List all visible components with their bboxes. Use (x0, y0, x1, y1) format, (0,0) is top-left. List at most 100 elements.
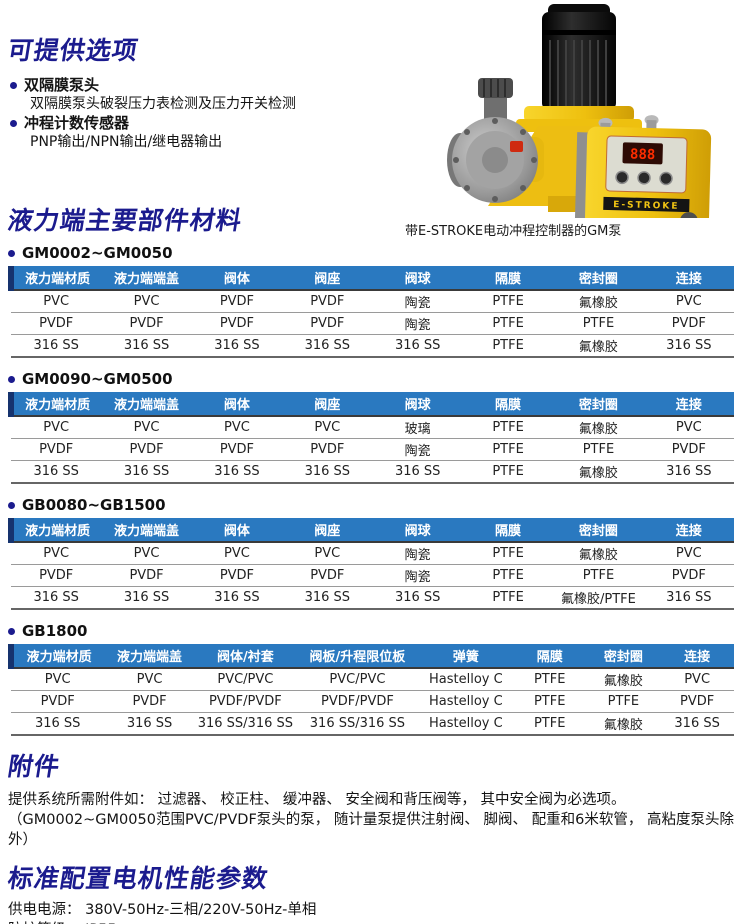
table-group-gb1800: GB1800 液力端材质 液力端端盖 阀体/衬套 阀板/升程限位板 弹簧 隔膜 密封圈 连接 P… (7, 622, 738, 736)
table-row: PVDF PVDF PVDF/PVDF PVDF/PVDF Hastelloy C PTF… (11, 690, 734, 713)
column-header: 隔膜 (512, 644, 587, 669)
table-group-gb0080: GB0080~GB1500 液力端材质 液力端端盖 阀体 阀座 阀球 隔膜 密封圈 连接 PVC… (7, 496, 738, 610)
bullet-icon (10, 120, 17, 127)
table-cell: PVC (643, 542, 734, 565)
table-cell: 陶瓷 (372, 542, 463, 565)
column-header: 液力端端盖 (101, 266, 192, 291)
table-cell: PVDF (191, 312, 283, 335)
table-cell: PVDF (191, 438, 283, 461)
table-label: GB1800 (8, 622, 738, 640)
table-cell: PVDF (101, 312, 192, 335)
motor-spec-line: 供电电源： 380V-50Hz-三相/220V-50Hz-单相 (8, 902, 317, 918)
pump-head (447, 117, 538, 203)
table-cell: PVDF (191, 290, 283, 313)
column-header: 阀球 (372, 266, 463, 291)
table-cell: 316 SS (11, 460, 102, 484)
red-knob (510, 141, 523, 152)
option-item: 冲程计数传感器 (10, 114, 750, 133)
column-header: 隔膜 (462, 392, 554, 417)
accessories-text: 提供系统所需附件如： 过滤器、 校正柱、 缓冲器、 安全阀和背压阀等， 其中安全… (8, 790, 750, 850)
bullet-icon (8, 375, 15, 383)
pump-product-image: 888 E-STROKE (447, 4, 712, 231)
table-cell: PTFE (586, 690, 661, 713)
header-row: 液力端材质 液力端端盖 阀体 阀座 阀球 隔膜 密封圈 连接 (7, 392, 734, 417)
table-cell: 316 SS/316 SS (194, 712, 296, 736)
table-row: 316 SS 316 SS 316 SS/316 SS 316 SS/316 SS Ha… (11, 712, 734, 736)
table-cell: PVC (282, 416, 373, 439)
table-row: 316 SS 316 SS 316 SS 316 SS 316 SS PTFE 氟橡胶 316… (11, 334, 734, 358)
table-cell: PVDF (643, 438, 734, 461)
table-cell: PVDF/PVDF (295, 690, 419, 713)
table-cell: PVC/PVC (194, 668, 296, 691)
column-header: 液力端材质 (7, 644, 105, 669)
figure-caption: 带E-STROKE电动冲程控制器的GM泵 (405, 224, 622, 239)
table-cell: PVDF (282, 312, 373, 335)
accessories-line: （GM0002~GM0050范围PVC/PVDF泵头的泵， 随计量泵提供注射阀、… (8, 812, 734, 848)
table-cell: PTFE (553, 312, 644, 335)
table-cell: 氟橡胶 (553, 334, 644, 358)
column-header: 阀体 (191, 266, 283, 291)
table-cell: 陶瓷 (372, 312, 463, 335)
motor-illustration (542, 4, 616, 110)
column-header: 密封圈 (586, 644, 661, 669)
table-cell: 316 SS (191, 334, 283, 358)
table-cell: 氟橡胶 (553, 290, 644, 313)
estroke-label: E-STROKE (613, 200, 679, 212)
column-header: 隔膜 (462, 266, 554, 291)
table-cell: 316 SS/316 SS (295, 712, 419, 736)
column-header: 连接 (643, 518, 734, 543)
table-row: PVC PVC PVC/PVC PVC/PVC Hastelloy C PTFE 氟橡胶 PV… (11, 668, 734, 691)
materials-table: 液力端材质 液力端端盖 阀体 阀座 阀球 隔膜 密封圈 连接 PVC PVC PVDF PVDF 陶瓷 P… (7, 266, 734, 358)
table-cell: PVC (11, 416, 102, 439)
table-cell: PTFE (462, 586, 554, 610)
table-cell: PVDF (11, 564, 102, 587)
table-cell: PVC (104, 668, 195, 691)
table-cell: PVC (191, 416, 283, 439)
table-cell: 316 SS (643, 334, 734, 358)
table-cell: PTFE (512, 690, 587, 713)
table-cell: 陶瓷 (372, 290, 463, 313)
table-cell: PVC (101, 290, 192, 313)
table-cell: 氟橡胶 (586, 712, 661, 736)
accessories-line: 提供系统所需附件如： 过滤器、 校正柱、 缓冲器、 安全阀和背压阀等， 其中安全… (8, 792, 626, 808)
table-label: GB0080~GB1500 (8, 496, 738, 514)
column-header: 液力端端盖 (101, 392, 192, 417)
column-header: 阀座 (282, 392, 373, 417)
table-cell: PVDF (11, 438, 102, 461)
column-header: 阀球 (372, 518, 463, 543)
table-cell: PVC (101, 542, 192, 565)
table-cell: PVDF (282, 438, 373, 461)
table-cell: 316 SS (11, 712, 105, 736)
table-cell: PVDF (282, 290, 373, 313)
bullet-icon (8, 249, 15, 257)
table-cell: PVC (282, 542, 373, 565)
table-cell: 316 SS (191, 586, 283, 610)
table-cell: PTFE (462, 564, 554, 587)
motor-section-title: 标准配置电机性能参数 (5, 864, 271, 893)
table-cell: 316 SS (104, 712, 195, 736)
column-header: 液力端端盖 (101, 518, 192, 543)
table-cell: PTFE (462, 460, 554, 484)
table-cell: PTFE (462, 438, 554, 461)
table-cell: Hastelloy C (418, 668, 513, 691)
table-group-gm0090: GM0090~GM0500 液力端材质 液力端端盖 阀体 阀座 阀球 隔膜 密封圈 连接 PVC… (7, 370, 738, 484)
table-cell: PVDF (101, 438, 192, 461)
pump-figure: 888 E-STROKE 带E-STROKE电动冲程控制器的GM泵 (398, 0, 748, 240)
option-sub: PNP输出/NPN输出/继电器输出 (30, 134, 223, 150)
table-cell: PVC (11, 668, 105, 691)
option-head: 冲程计数传感器 (24, 114, 130, 132)
motor-spec-line: 防护等级： IP55 (8, 921, 750, 924)
materials-table: 液力端材质 液力端端盖 阀体/衬套 阀板/升程限位板 弹簧 隔膜 密封圈 连接 PVC PVC PV… (7, 644, 734, 736)
column-header: 液力端材质 (7, 518, 102, 543)
table-cell: 316 SS (282, 334, 373, 358)
table-cell: PVDF (104, 690, 195, 713)
column-header: 阀座 (282, 518, 373, 543)
table-cell: PVDF (660, 690, 734, 713)
table-cell: PTFE (553, 438, 644, 461)
table-cell: 316 SS (101, 460, 192, 484)
table-cell: PVDF (101, 564, 192, 587)
table-cell: 氟橡胶 (586, 668, 661, 691)
table-cell: 316 SS (11, 586, 102, 610)
table-cell: 氟橡胶 (553, 460, 644, 484)
